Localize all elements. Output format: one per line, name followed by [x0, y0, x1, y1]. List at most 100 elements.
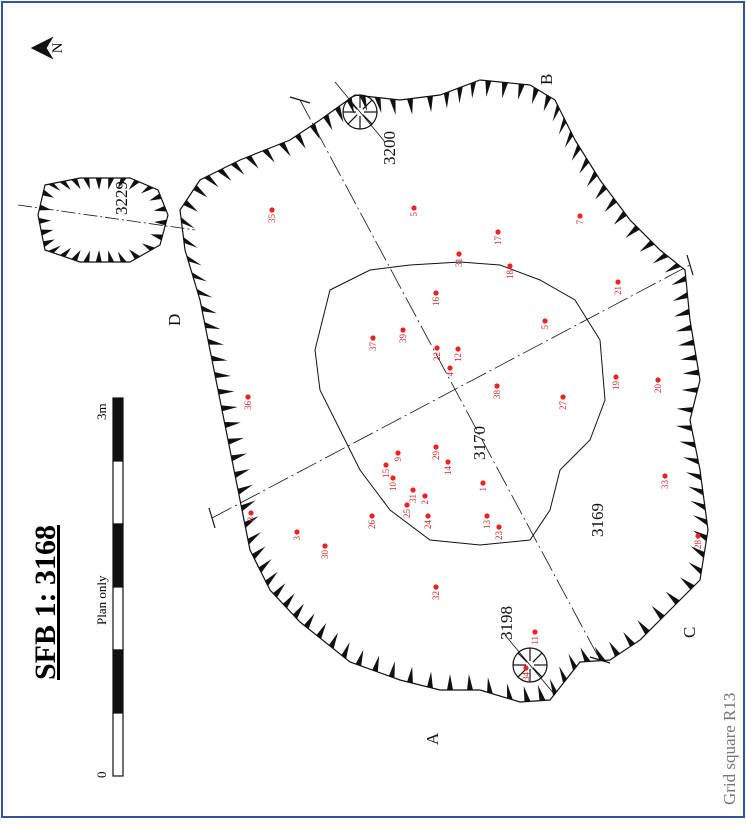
hachure [108, 178, 115, 190]
hachure [664, 263, 682, 273]
scale-segment [112, 712, 124, 777]
hachure [407, 666, 413, 684]
find [577, 213, 583, 219]
hachure [672, 292, 688, 301]
hachure [231, 453, 247, 462]
scale-note: Plan only [94, 575, 109, 625]
hachure [675, 425, 693, 432]
posthole-hachure [347, 114, 358, 125]
find-label: 16 [431, 297, 441, 307]
scale-end: 3m [94, 403, 109, 420]
section-line [504, 634, 556, 696]
scale-segment [112, 649, 124, 714]
hachure [595, 184, 607, 200]
find-label: 8 [246, 517, 256, 522]
hachure [278, 142, 291, 157]
find [455, 346, 461, 352]
hachure [580, 647, 591, 662]
hachure [678, 339, 695, 346]
hachure [237, 484, 253, 495]
scale-start: 0 [94, 772, 109, 779]
drawing [17, 36, 709, 777]
hachure [608, 641, 620, 657]
find-label: 24 [423, 520, 433, 530]
find-label: 22 [432, 352, 442, 361]
section-label: C [680, 627, 699, 638]
hachure [140, 185, 154, 194]
section-line [211, 264, 691, 519]
hachure [149, 193, 162, 201]
hachure [282, 593, 295, 609]
find-label: 26 [367, 520, 377, 530]
scale-segment [112, 586, 124, 651]
section-label: A [423, 732, 442, 745]
find-label: 25 [402, 509, 412, 519]
hachure [154, 219, 167, 226]
hachure [355, 649, 364, 667]
hachure [183, 237, 198, 248]
find-label: 39 [398, 334, 408, 344]
hachure [183, 200, 199, 212]
hachure [564, 130, 574, 148]
hachure [518, 83, 525, 100]
hachure [372, 655, 380, 673]
hachure [71, 178, 81, 190]
find [532, 629, 538, 635]
hachure [227, 438, 244, 445]
find [447, 365, 453, 371]
hachure [47, 245, 61, 253]
hachure [95, 250, 102, 262]
find [370, 335, 376, 341]
pit-outline [179, 79, 709, 703]
hachure [38, 217, 52, 224]
hachure [537, 685, 546, 701]
north-arrow [30, 36, 54, 60]
scale-segment [112, 460, 124, 525]
hachure [652, 253, 669, 264]
hachure [487, 677, 493, 694]
find [480, 480, 486, 486]
title: SFB 1: 3168 [29, 525, 62, 680]
hachure [47, 183, 61, 191]
hachure [688, 562, 702, 575]
scale-segment [112, 523, 124, 588]
hachure [639, 240, 655, 252]
hachure [558, 117, 567, 135]
hachure [211, 355, 228, 362]
section-label: D [165, 314, 184, 326]
hachure [552, 103, 560, 122]
hachure [196, 288, 213, 298]
hachure [427, 671, 433, 689]
find-label: 34 [521, 672, 531, 682]
hachure [95, 178, 102, 190]
hachure [679, 441, 696, 448]
hachure [117, 178, 127, 189]
hachure [241, 500, 256, 512]
hachure [59, 247, 72, 257]
hachure [265, 571, 278, 587]
hachure [117, 251, 127, 262]
hachure [221, 405, 238, 412]
find-label: 11 [530, 636, 540, 645]
hachure [129, 249, 141, 260]
hachure [457, 86, 463, 104]
find-label: 5 [540, 325, 550, 330]
find [615, 279, 621, 285]
find-label: 15 [381, 469, 391, 479]
feature-label: 3170 [470, 426, 489, 460]
posthole-hachure [362, 99, 373, 110]
find-label: 33 [660, 480, 670, 490]
hachure [323, 114, 333, 131]
hachure [303, 613, 315, 629]
find [411, 205, 417, 211]
hachure [388, 661, 395, 679]
hachure [150, 234, 163, 241]
feature-label: 3169 [588, 503, 607, 537]
hachure [40, 229, 54, 236]
find-label: 27 [558, 401, 568, 411]
hachure [681, 387, 699, 393]
find-label: 1 [478, 487, 488, 492]
find [695, 533, 701, 539]
hachure [346, 97, 355, 115]
